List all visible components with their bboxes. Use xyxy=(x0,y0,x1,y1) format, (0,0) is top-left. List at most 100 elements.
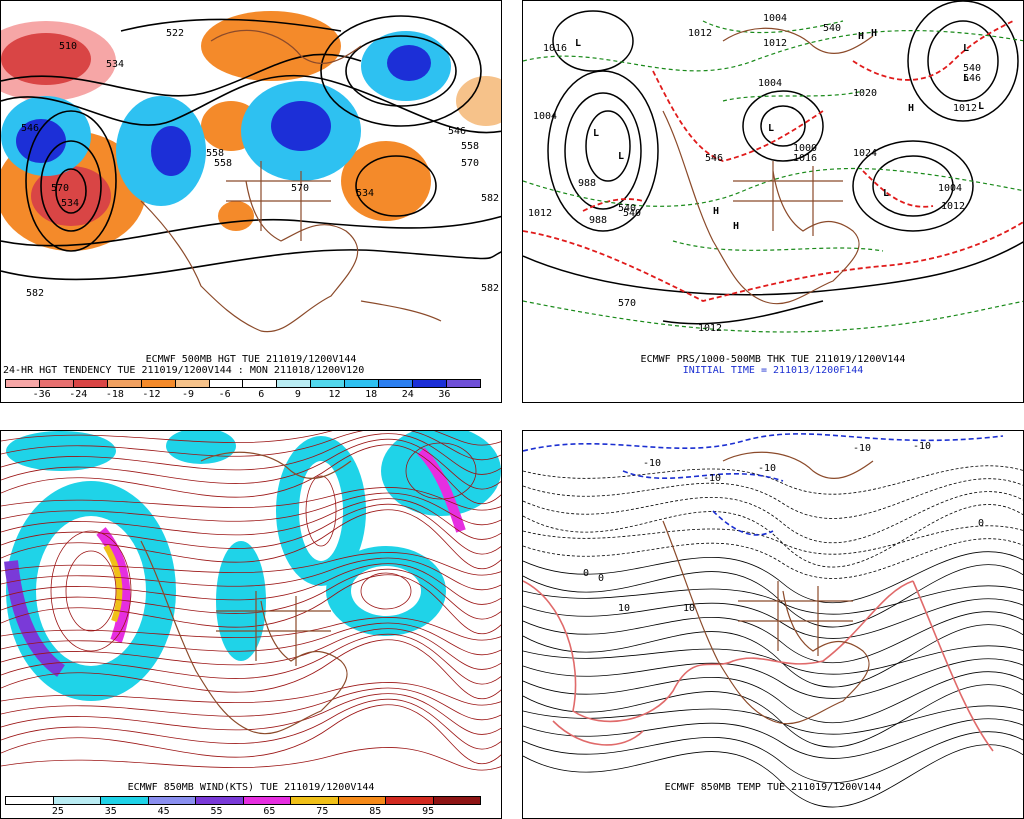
pressure-label: 1012 xyxy=(763,38,787,49)
isotherm xyxy=(523,525,1023,555)
high-marker: H xyxy=(858,31,864,42)
colorbar-swatch xyxy=(337,796,385,805)
pressure-label: 546 xyxy=(963,73,981,84)
panel-850mb-temp: -10 -10 -10 -10 -10 0 0 0 10 10 ECMWF 850MB TEMP … xyxy=(522,430,1024,819)
colorbar-swatch xyxy=(208,379,243,388)
temp-contours xyxy=(523,465,1023,808)
streamline xyxy=(1,492,501,526)
isotherm xyxy=(523,744,1023,808)
contour-label: 558 xyxy=(206,148,224,159)
isotherm xyxy=(523,645,1023,675)
pressure-label: 540 xyxy=(623,208,641,219)
pressure-label: 1012 xyxy=(953,103,977,114)
colorbar-tick: 18 xyxy=(365,389,378,400)
map-pressure: 1012 988 1004 988 1012 1024 1016 1020 1000 1004 10… xyxy=(523,1,1023,334)
streamline xyxy=(1,498,501,540)
tendency-fills xyxy=(1,11,501,251)
pressure-label: 570 xyxy=(618,298,636,309)
panel-pressure-thickness: 1012 988 1004 988 1012 1024 1016 1020 1000 1004 10… xyxy=(522,0,1024,403)
contour-label: 534 xyxy=(106,59,124,70)
coastlines xyxy=(140,451,352,735)
panel-title: ECMWF 850MB TEMP TUE 211019/1200V144 xyxy=(664,782,882,793)
streamline xyxy=(1,568,501,620)
temp-label: 0 xyxy=(978,518,984,529)
initial-time: INITIAL TIME = 211013/1200F144 xyxy=(682,365,864,376)
streamline-loop xyxy=(65,550,117,632)
low-markers: L L L L L L L L xyxy=(575,38,984,199)
contour-label: 534 xyxy=(61,198,79,209)
pressure-label: 540 xyxy=(618,203,636,214)
map-850mb-wind xyxy=(1,431,501,771)
contour-label: 522 xyxy=(166,28,184,39)
colorbar-swatch xyxy=(38,379,73,388)
contour-label: 510 xyxy=(59,41,77,52)
isotherm xyxy=(523,465,1023,495)
colorbar-swatch xyxy=(195,796,243,805)
contour-label: 582 xyxy=(481,193,499,204)
pressure-label: 1016 xyxy=(793,153,817,164)
colorbar-swatch xyxy=(100,796,148,805)
colorbar-tick: -36 xyxy=(32,389,51,400)
contour-label: 570 xyxy=(51,183,69,194)
colorbar-tick: 36 xyxy=(438,389,451,400)
streamline-loop xyxy=(405,442,477,500)
wind-colorbar xyxy=(5,796,481,805)
contour-label: 570 xyxy=(461,158,479,169)
panel-500mb-height: 510 534 522 546 534 558 558 570 570 534 546 558 570 5… xyxy=(0,0,502,403)
streamline xyxy=(1,438,501,490)
pressure-label: 988 xyxy=(589,215,607,226)
streamline xyxy=(1,633,501,685)
contour-label: 534 xyxy=(356,188,374,199)
colorbar-tick: -9 xyxy=(182,389,195,400)
streamline-loop xyxy=(50,530,132,652)
colorbar-swatch xyxy=(344,379,379,388)
streamline xyxy=(1,431,501,446)
streamline xyxy=(1,574,501,635)
coastlines xyxy=(662,451,874,725)
colorbar-tick: 95 xyxy=(422,806,435,817)
colorbar-tick: -18 xyxy=(105,389,124,400)
streamline xyxy=(1,503,501,555)
low-marker: L xyxy=(978,101,984,112)
low-marker: L xyxy=(575,38,581,49)
pressure-labels: 1012 988 1004 988 1012 1024 1016 1020 1000 1004 10… xyxy=(528,13,981,334)
pressure-label: 1016 xyxy=(543,43,567,54)
low-marker: L xyxy=(593,128,599,139)
colorbar-tick: -24 xyxy=(69,389,88,400)
contour-label: 558 xyxy=(214,158,232,169)
colorbar-swatch xyxy=(147,796,195,805)
temp-label: -10 xyxy=(643,458,661,469)
low-marker: L xyxy=(618,151,624,162)
pressure-label: 1012 xyxy=(941,201,965,212)
streamline-loop xyxy=(305,475,337,547)
pressure-label: 1004 xyxy=(763,13,787,24)
colorbar-tick: 65 xyxy=(263,806,276,817)
pressure-label: 1012 xyxy=(528,208,552,219)
colorbar-swatch xyxy=(106,379,141,388)
colorbar-swatch xyxy=(385,796,433,805)
colorbar-swatch xyxy=(445,379,481,388)
pressure-label: 540 xyxy=(823,23,841,34)
streamline xyxy=(1,622,501,656)
colorbar-swatch xyxy=(5,379,39,388)
temp-label: -10 xyxy=(913,441,931,452)
high-marker: H xyxy=(713,206,719,217)
height-contours xyxy=(1,15,501,281)
streamline-loop xyxy=(360,572,412,610)
streamline xyxy=(1,552,501,576)
colorbar-tick: -12 xyxy=(142,389,161,400)
colorbar-tick: 45 xyxy=(157,806,170,817)
colorbar-tick: 12 xyxy=(328,389,341,400)
colorbar-swatch xyxy=(5,796,53,805)
isotherm xyxy=(523,585,1023,615)
low-marker: L xyxy=(883,188,889,199)
high-marker: H xyxy=(908,103,914,114)
colorbar-swatch xyxy=(52,796,100,805)
isotherm xyxy=(523,491,1023,544)
isotherm xyxy=(523,478,1023,519)
streamlines xyxy=(1,431,501,771)
